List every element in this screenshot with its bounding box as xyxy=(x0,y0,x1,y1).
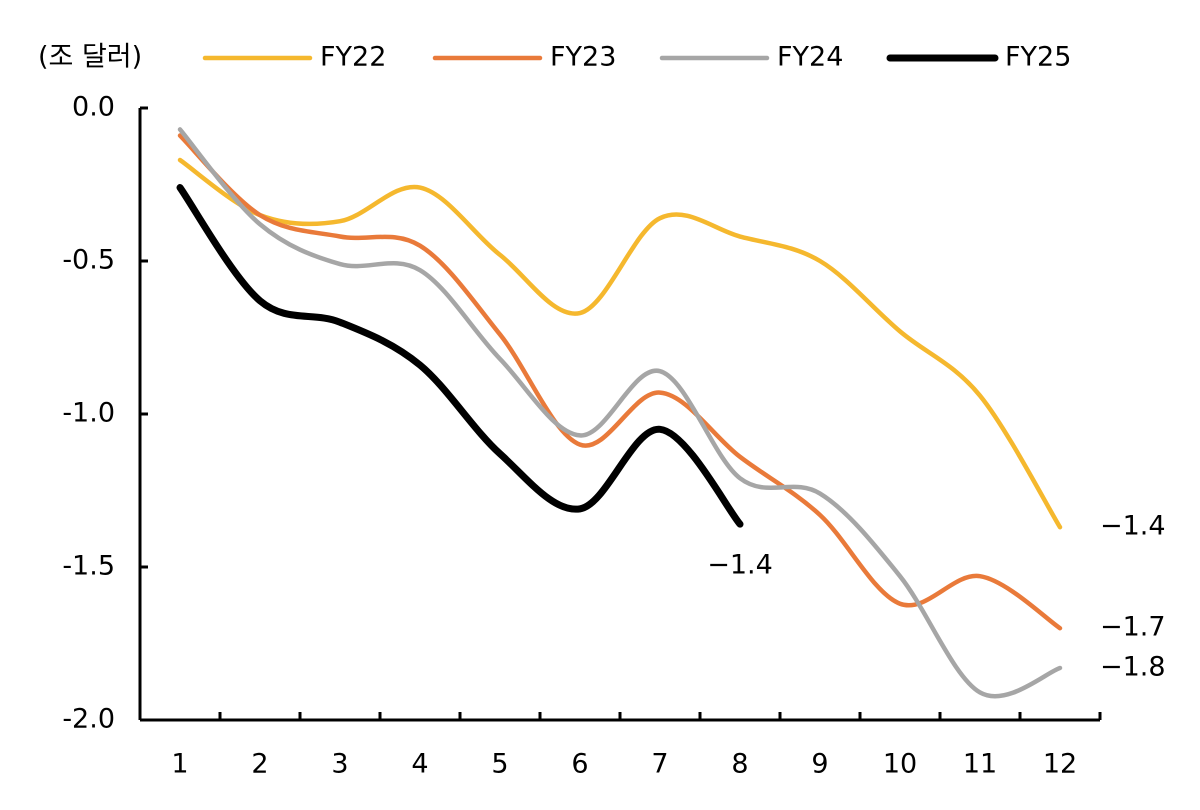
y-tick-label: -0.5 xyxy=(62,245,115,276)
x-tick-label: 10 xyxy=(883,749,917,780)
x-tick-label: 8 xyxy=(731,749,748,780)
legend-label: FY23 xyxy=(550,42,616,73)
y-tick-label: -2.0 xyxy=(62,704,115,735)
value-label: −1.8 xyxy=(1100,651,1166,682)
legend-label: FY24 xyxy=(777,42,843,73)
x-tick-label: 4 xyxy=(411,749,428,780)
y-tick-label: -1.0 xyxy=(62,398,115,429)
x-tick-label: 1 xyxy=(171,749,188,780)
x-tick-label: 5 xyxy=(491,749,508,780)
x-tick-label: 12 xyxy=(1043,749,1077,780)
series-line xyxy=(177,133,1063,631)
legend-label: FY25 xyxy=(1005,42,1071,73)
x-tick-label: 9 xyxy=(811,749,828,780)
value-label: −1.4 xyxy=(707,550,773,581)
value-label: −1.7 xyxy=(1100,612,1166,643)
y-unit-label: (조 달러) xyxy=(38,42,142,73)
x-tick-label: 3 xyxy=(331,749,348,780)
legend-label: FY22 xyxy=(320,42,386,73)
x-tick-label: 6 xyxy=(571,749,588,780)
y-tick-label: 0.0 xyxy=(72,92,115,123)
x-tick-label: 2 xyxy=(251,749,268,780)
series-line xyxy=(177,127,1063,699)
series-line xyxy=(176,184,744,528)
series-line xyxy=(177,157,1063,530)
y-tick-label: -1.5 xyxy=(62,551,115,582)
x-tick-label: 11 xyxy=(963,749,997,780)
value-label: −1.4 xyxy=(1100,511,1166,542)
x-tick-label: 7 xyxy=(651,749,668,780)
